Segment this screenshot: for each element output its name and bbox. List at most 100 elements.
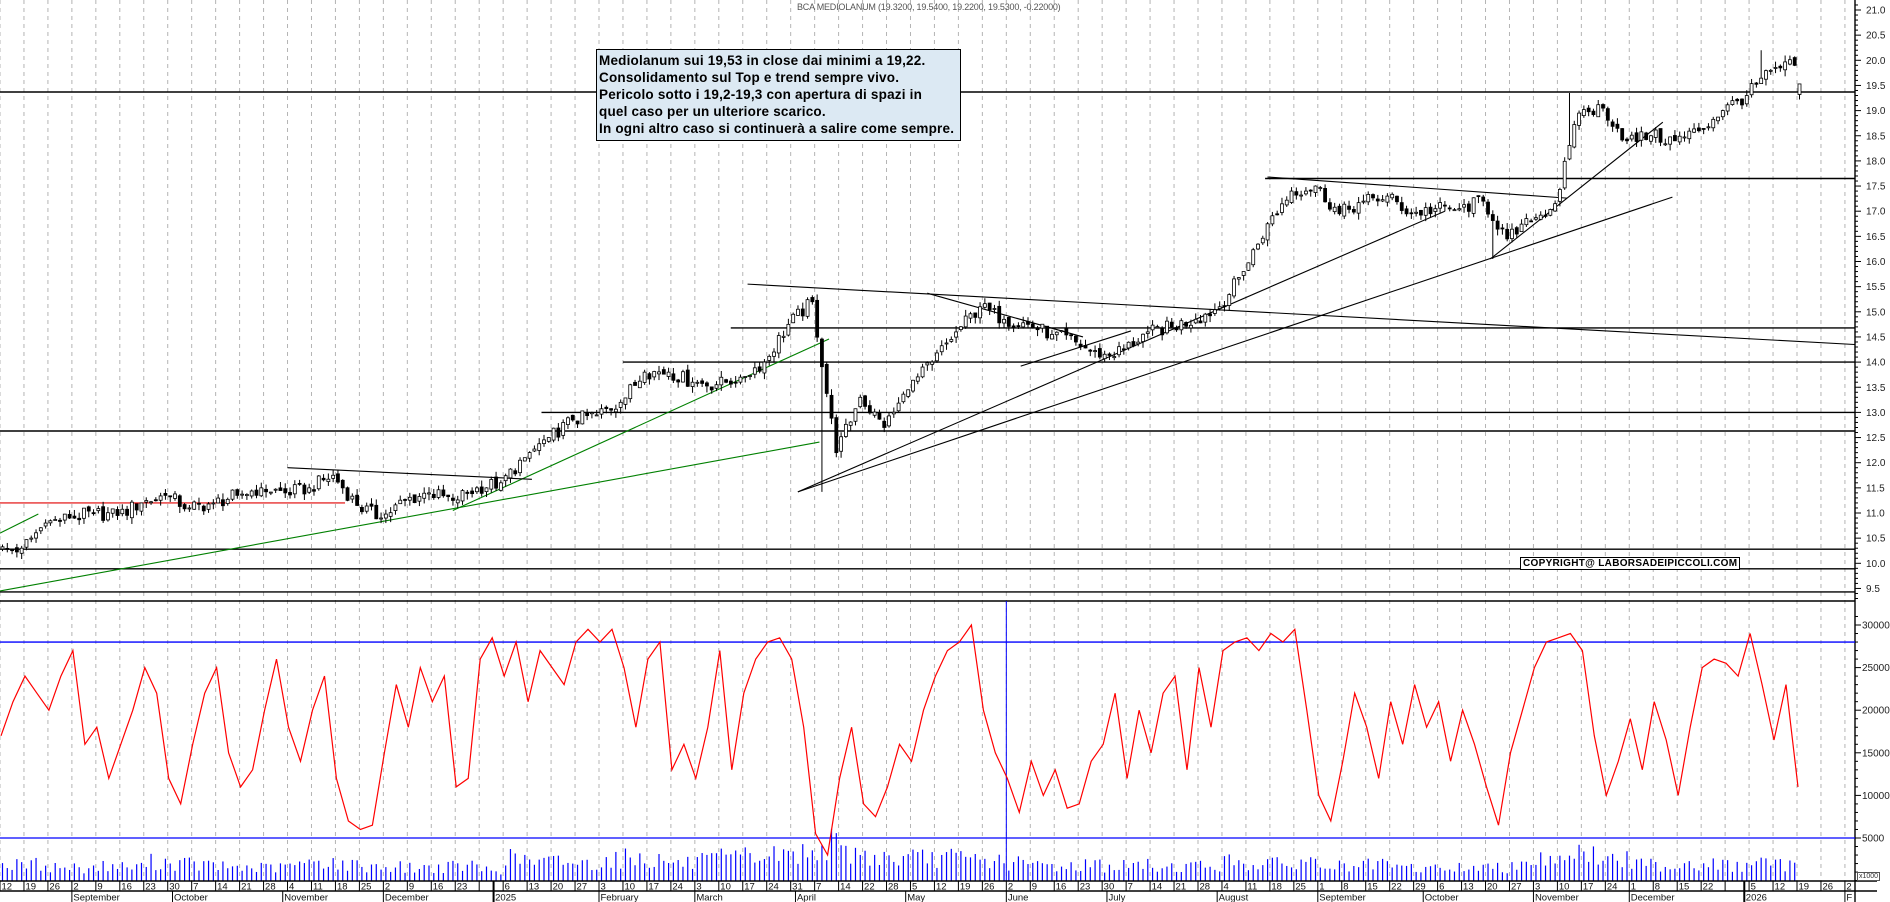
x-tick-label: 14 (840, 882, 851, 893)
candle-bearish (288, 492, 292, 496)
candle-bearish (685, 369, 690, 387)
candle-bearish (441, 489, 446, 497)
candle-bearish (1347, 205, 1351, 210)
candle-bearish (824, 363, 829, 394)
trendline-black (797, 196, 1673, 493)
x-tick-label: 5 (912, 882, 917, 893)
x-tick-label: 23 (1080, 882, 1091, 893)
candle-bullish (1141, 333, 1145, 342)
indicator-tick-label: 25000 (1862, 663, 1890, 674)
candle-bullish (508, 468, 513, 479)
candle-bullish (623, 397, 628, 405)
candle-bearish (465, 491, 470, 494)
x-tick-label: 9 (409, 882, 414, 893)
candle-bearish (1337, 205, 1342, 215)
x-tick-label: 22 (1703, 882, 1714, 893)
candle-bearish (1088, 349, 1093, 352)
month-label: December (385, 893, 429, 902)
candle-bearish (1481, 196, 1486, 202)
candle-bullish (537, 443, 542, 451)
candle-bearish (633, 381, 637, 386)
candle-bullish (781, 335, 786, 338)
candle-bullish (503, 475, 508, 482)
candle-bearish (1064, 327, 1069, 336)
candle-bullish (1054, 331, 1059, 336)
candle-bullish (992, 308, 997, 310)
candle-bullish (1668, 136, 1673, 145)
candle-bearish (177, 495, 182, 507)
x-tick-label: 23 (145, 882, 156, 893)
candle-bearish (1371, 194, 1375, 199)
candle-bearish (1505, 228, 1510, 240)
candle-bullish (106, 512, 110, 521)
candle-bullish (211, 502, 216, 505)
candle-bearish (1696, 127, 1701, 132)
candle-bullish (1423, 207, 1428, 216)
candle-bullish (417, 496, 422, 502)
candle-bullish (1581, 109, 1586, 116)
x-tick-label: 15 (1367, 882, 1378, 893)
candle-bullish (901, 393, 906, 403)
candle-bullish (1749, 83, 1754, 96)
chart-title: BCA MEDIOLANUM (19.3200, 19.5400, 19.220… (797, 2, 1061, 12)
candle-bullish (1318, 187, 1323, 189)
candle-bullish (192, 501, 197, 510)
candle-bearish (1605, 108, 1610, 121)
x-tick-label: 11 (313, 882, 323, 893)
candle-bearish (882, 420, 887, 428)
x-tick-label: 20 (1487, 882, 1498, 893)
candle-bullish (1165, 320, 1169, 334)
month-label: July (1108, 893, 1125, 902)
price-tick-label: 14.5 (1866, 332, 1886, 343)
candle-bullish (29, 537, 34, 540)
candle-bullish (791, 313, 796, 324)
x-tick-label: 3 (601, 882, 606, 893)
x-tick-label: 8 (1655, 882, 1660, 893)
candle-bullish (1764, 70, 1768, 80)
candle-bullish (1236, 277, 1241, 280)
candle-bearish (1121, 348, 1126, 351)
indicator-tick-label: 15000 (1862, 748, 1890, 759)
x-tick-label: 9 (1032, 882, 1037, 893)
candle-bullish (388, 512, 393, 517)
candle-bullish (1653, 129, 1658, 138)
candle-bullish (887, 415, 891, 427)
analysis-annotation-box: Mediolanum sui 19,53 in close dai minimi… (596, 49, 962, 141)
candle-bearish (1428, 206, 1433, 215)
candle-bullish (249, 490, 254, 497)
candle-bullish (858, 396, 863, 408)
x-tick-label: 15 (1679, 882, 1690, 893)
candle-bullish (1332, 206, 1337, 213)
candle-bullish (1788, 59, 1792, 65)
candle-bullish (1720, 110, 1725, 118)
candle-bullish (1558, 189, 1562, 202)
candle-bearish (182, 504, 187, 510)
candle-bearish (446, 494, 451, 498)
price-tick-label: 21.0 (1866, 6, 1886, 17)
candle-bullish (398, 499, 403, 505)
candle-bearish (1375, 198, 1380, 202)
x-tick-label: 6 (505, 882, 510, 893)
candle-bearish (1404, 208, 1409, 215)
x-tick-label: 24 (672, 882, 683, 893)
x-axis: 12 19 26 2 9 16 23 30 7 14 21 28 4 11 18 25 2 9 16 23 6 13 20 2… (0, 880, 1890, 902)
candle-bearish (973, 312, 978, 318)
candle-bullish (53, 519, 58, 521)
candle-bullish (484, 487, 489, 493)
candle-bullish (364, 505, 369, 512)
candle-bearish (1016, 325, 1021, 328)
candle-bullish (407, 496, 412, 501)
annotation-line: Consolidamento sul Top e trend sempre vi… (599, 70, 900, 85)
candle-bearish (283, 488, 288, 494)
candle-bullish (38, 527, 43, 532)
candle-bullish (1356, 202, 1361, 214)
candle-bearish (1275, 213, 1280, 216)
candle-bearish (374, 504, 379, 520)
candle-bullish (316, 475, 321, 490)
x-tick-label: 14 (217, 882, 228, 893)
x-tick-label: 25 (361, 882, 372, 893)
candle-bearish (1074, 335, 1078, 343)
candle-bearish (431, 493, 436, 498)
candle-bearish (1644, 132, 1649, 140)
x-tick-label: 7 (1128, 882, 1133, 893)
